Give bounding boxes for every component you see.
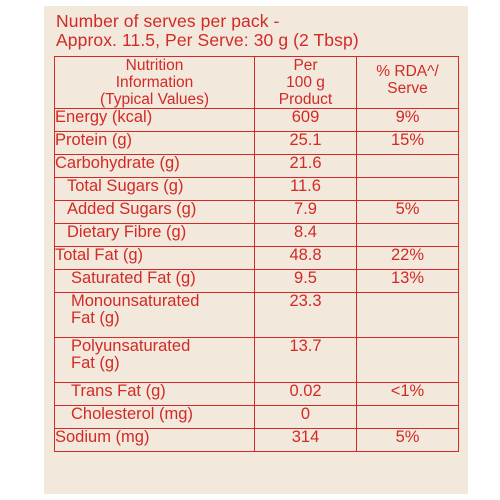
nutrient-label: Total Sugars (g): [54, 177, 255, 201]
nutrient-label: Carbohydrate (g): [54, 154, 255, 178]
nutrient-label: Total Fat (g): [54, 246, 255, 270]
rda-value: <1%: [356, 382, 459, 406]
per-100g-value: 13.7: [254, 337, 357, 383]
per-100g-value: 0: [254, 405, 357, 429]
per-100g-value: 21.6: [254, 154, 357, 178]
per-100g-value: 11.6: [254, 177, 357, 201]
table-row: Trans Fat (g) 0.02 <1%: [54, 382, 459, 406]
rda-value: 9%: [356, 108, 459, 132]
serving-info: Number of serves per pack - Approx. 11.5…: [56, 12, 458, 50]
serves-per-pack-line: Number of serves per pack -: [56, 11, 280, 31]
per-100g-value: 7.9: [254, 200, 357, 224]
table-row: Dietary Fibre (g) 8.4: [54, 223, 459, 247]
rda-value: 15%: [356, 131, 459, 155]
per-100g-value: 23.3: [254, 292, 357, 338]
table-row: Saturated Fat (g) 9.5 13%: [54, 269, 459, 293]
table-row: Polyunsaturated Fat (g) 13.7: [54, 337, 459, 383]
per-100g-value: 48.8: [254, 246, 357, 270]
rda-value: [356, 154, 459, 178]
rda-value: 22%: [356, 246, 459, 270]
header-rda-per-serve: % RDA^/ Serve: [356, 56, 459, 109]
table-row: Total Fat (g) 48.8 22%: [54, 246, 459, 270]
table-row: Cholesterol (mg) 0: [54, 405, 459, 429]
nutrient-label: Monounsaturated Fat (g): [54, 292, 255, 338]
rda-value: [356, 223, 459, 247]
table-row: Sodium (mg) 314 5%: [54, 428, 459, 452]
per-100g-value: 25.1: [254, 131, 357, 155]
rda-value: [356, 337, 459, 383]
header-per-100g: Per 100 g Product: [254, 56, 357, 109]
per-100g-value: 314: [254, 428, 357, 452]
nutrition-table: Nutrition Information (Typical Values) P…: [54, 56, 459, 452]
table-row: Monounsaturated Fat (g) 23.3: [54, 292, 459, 338]
nutrient-label: Trans Fat (g): [54, 382, 255, 406]
rda-value: 5%: [356, 428, 459, 452]
rda-value: [356, 405, 459, 429]
header-nutrition-information: Nutrition Information (Typical Values): [54, 56, 255, 109]
nutrient-label: Dietary Fibre (g): [54, 223, 255, 247]
per-100g-value: 9.5: [254, 269, 357, 293]
rda-value: [356, 177, 459, 201]
rda-value: 5%: [356, 200, 459, 224]
nutrient-label: Added Sugars (g): [54, 200, 255, 224]
table-header-row: Nutrition Information (Typical Values) P…: [54, 56, 459, 109]
rda-value: [356, 292, 459, 338]
table-row: Protein (g) 25.1 15%: [54, 131, 459, 155]
rda-value: 13%: [356, 269, 459, 293]
nutrient-label: Energy (kcal): [54, 108, 255, 132]
per-100g-value: 609: [254, 108, 357, 132]
nutrient-label: Polyunsaturated Fat (g): [54, 337, 255, 383]
nutrient-label: Protein (g): [54, 131, 255, 155]
table-row: Carbohydrate (g) 21.6: [54, 154, 459, 178]
table-row: Total Sugars (g) 11.6: [54, 177, 459, 201]
nutrition-label-card: Number of serves per pack - Approx. 11.5…: [44, 6, 468, 494]
per-100g-value: 0.02: [254, 382, 357, 406]
table-row: Energy (kcal) 609 9%: [54, 108, 459, 132]
per-serve-line: Approx. 11.5, Per Serve: 30 g (2 Tbsp): [56, 30, 359, 50]
table-row: Added Sugars (g) 7.9 5%: [54, 200, 459, 224]
nutrient-label: Cholesterol (mg): [54, 405, 255, 429]
nutrient-label: Saturated Fat (g): [54, 269, 255, 293]
per-100g-value: 8.4: [254, 223, 357, 247]
nutrient-label: Sodium (mg): [54, 428, 255, 452]
